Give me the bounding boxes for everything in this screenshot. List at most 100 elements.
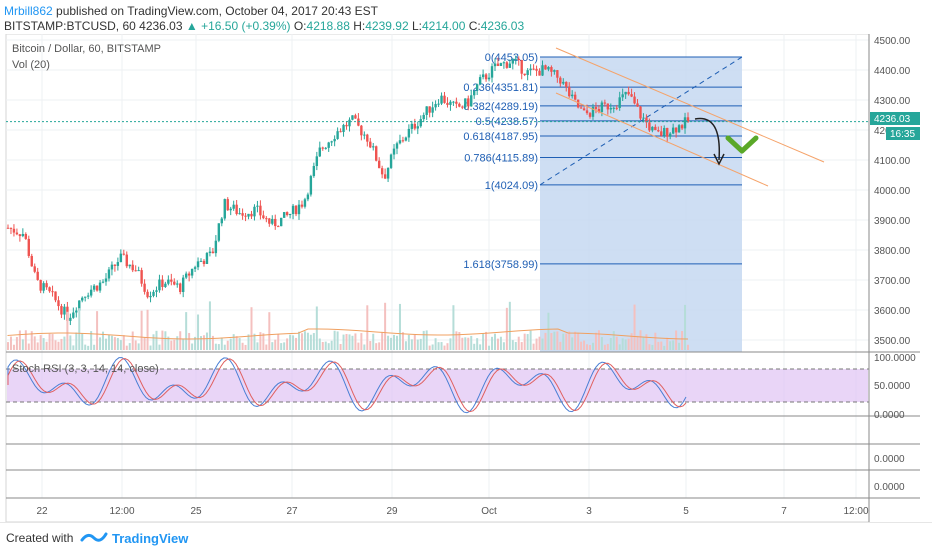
lower-pane-tick-label: 0.0000 xyxy=(874,454,905,465)
volume-bar xyxy=(369,341,372,350)
volume-bar xyxy=(422,330,425,350)
volume-bar xyxy=(684,304,687,350)
candle-body xyxy=(511,59,515,64)
candle-body xyxy=(306,194,310,200)
published-text: published on TradingView.com, October 04… xyxy=(52,4,379,18)
high-value: 4239.92 xyxy=(365,19,409,33)
volume-bar xyxy=(687,344,689,350)
candle-body xyxy=(422,114,425,120)
volume-bar xyxy=(577,332,580,350)
volume-bar xyxy=(265,344,268,350)
candle-body xyxy=(315,156,319,167)
volume-bar xyxy=(312,333,315,350)
candle-body xyxy=(499,63,503,66)
volume-bar xyxy=(182,338,185,350)
tradingview-brand[interactable]: TradingView xyxy=(112,531,189,546)
candle-body xyxy=(342,124,345,132)
candle-body xyxy=(285,212,289,216)
candle-body xyxy=(588,113,592,117)
candle-body xyxy=(327,142,330,148)
volume-bar xyxy=(200,336,203,350)
volume-bar xyxy=(485,331,488,350)
candle-body xyxy=(487,77,491,80)
volume-bar xyxy=(348,334,351,350)
volume-bar xyxy=(149,345,152,350)
candle-body xyxy=(57,300,60,307)
volume-indicator-label: Vol (20) xyxy=(12,59,50,71)
volume-bar xyxy=(461,337,464,350)
candle-body xyxy=(146,291,149,298)
volume-bar xyxy=(517,336,520,350)
footer: Created with TradingView xyxy=(0,522,932,551)
candle-body xyxy=(410,123,414,129)
candle-body xyxy=(288,213,292,216)
candle-body xyxy=(680,125,684,129)
volume-bar xyxy=(419,338,422,350)
candle-body xyxy=(547,67,550,70)
y-tick-label: 4100.00 xyxy=(874,156,911,167)
volume-bar xyxy=(280,343,283,350)
candle-body xyxy=(594,106,598,109)
volume-bar xyxy=(624,339,627,350)
volume-bar xyxy=(81,333,84,350)
candle-body xyxy=(274,218,277,227)
volume-bar xyxy=(612,331,615,350)
time-tag-bg xyxy=(886,127,920,140)
volume-bar xyxy=(455,331,458,350)
volume-bar xyxy=(96,311,99,350)
volume-bar xyxy=(580,341,583,350)
candle-body xyxy=(69,317,72,321)
candle-body xyxy=(250,213,253,217)
candle-body xyxy=(312,166,316,177)
chart-canvas[interactable]: 0(4453.05) 0.236(4351.81) 0.382(4289.19) 0.… xyxy=(0,34,932,522)
volume-bar xyxy=(229,338,232,350)
volume-bar xyxy=(125,345,128,350)
y-tick-label: 3500.00 xyxy=(874,336,911,347)
candle-body xyxy=(490,66,494,78)
candle-body xyxy=(377,160,381,169)
volume-bar xyxy=(657,341,660,350)
candle-body xyxy=(663,127,666,136)
candle-body xyxy=(214,240,218,254)
volume-bar xyxy=(283,342,286,350)
volume-bar xyxy=(292,335,295,350)
stoch-tick-label: 50.0000 xyxy=(874,381,911,392)
candle-body xyxy=(223,199,226,219)
candle-body xyxy=(668,133,672,137)
volume-bar xyxy=(544,332,547,350)
volume-bar xyxy=(556,331,559,350)
volume-bar xyxy=(274,339,277,350)
candle-body xyxy=(541,65,544,76)
volume-bar xyxy=(372,333,375,350)
volume-bar xyxy=(122,335,125,350)
volume-bar xyxy=(286,338,289,350)
author-link[interactable]: Mrbill862 xyxy=(4,4,53,18)
candle-body xyxy=(265,218,268,220)
volume-bar xyxy=(666,337,669,350)
candle-body xyxy=(18,234,22,237)
candle-body xyxy=(128,264,131,267)
volume-bar xyxy=(113,337,116,350)
volume-bar xyxy=(235,336,238,350)
candle-body xyxy=(95,285,99,291)
volume-bar xyxy=(597,330,600,350)
candle-body xyxy=(375,146,378,161)
channel-upper-line xyxy=(555,47,825,163)
volume-bar xyxy=(262,333,265,350)
volume-bar xyxy=(336,331,339,350)
volume-bar xyxy=(675,330,678,350)
candle-body xyxy=(238,213,241,215)
candle-body xyxy=(21,233,25,237)
volume-bar xyxy=(458,332,461,350)
candle-body xyxy=(615,107,618,109)
candle-body xyxy=(398,140,402,144)
candle-body xyxy=(51,291,54,293)
candle-body xyxy=(621,94,624,98)
volume-bar xyxy=(562,333,565,350)
volume-bar xyxy=(342,334,345,350)
x-tick-label: 7 xyxy=(781,506,787,517)
candle-body xyxy=(173,281,176,285)
volume-bar xyxy=(309,334,312,350)
volume-bar xyxy=(393,334,396,350)
volume-bar xyxy=(170,340,173,350)
